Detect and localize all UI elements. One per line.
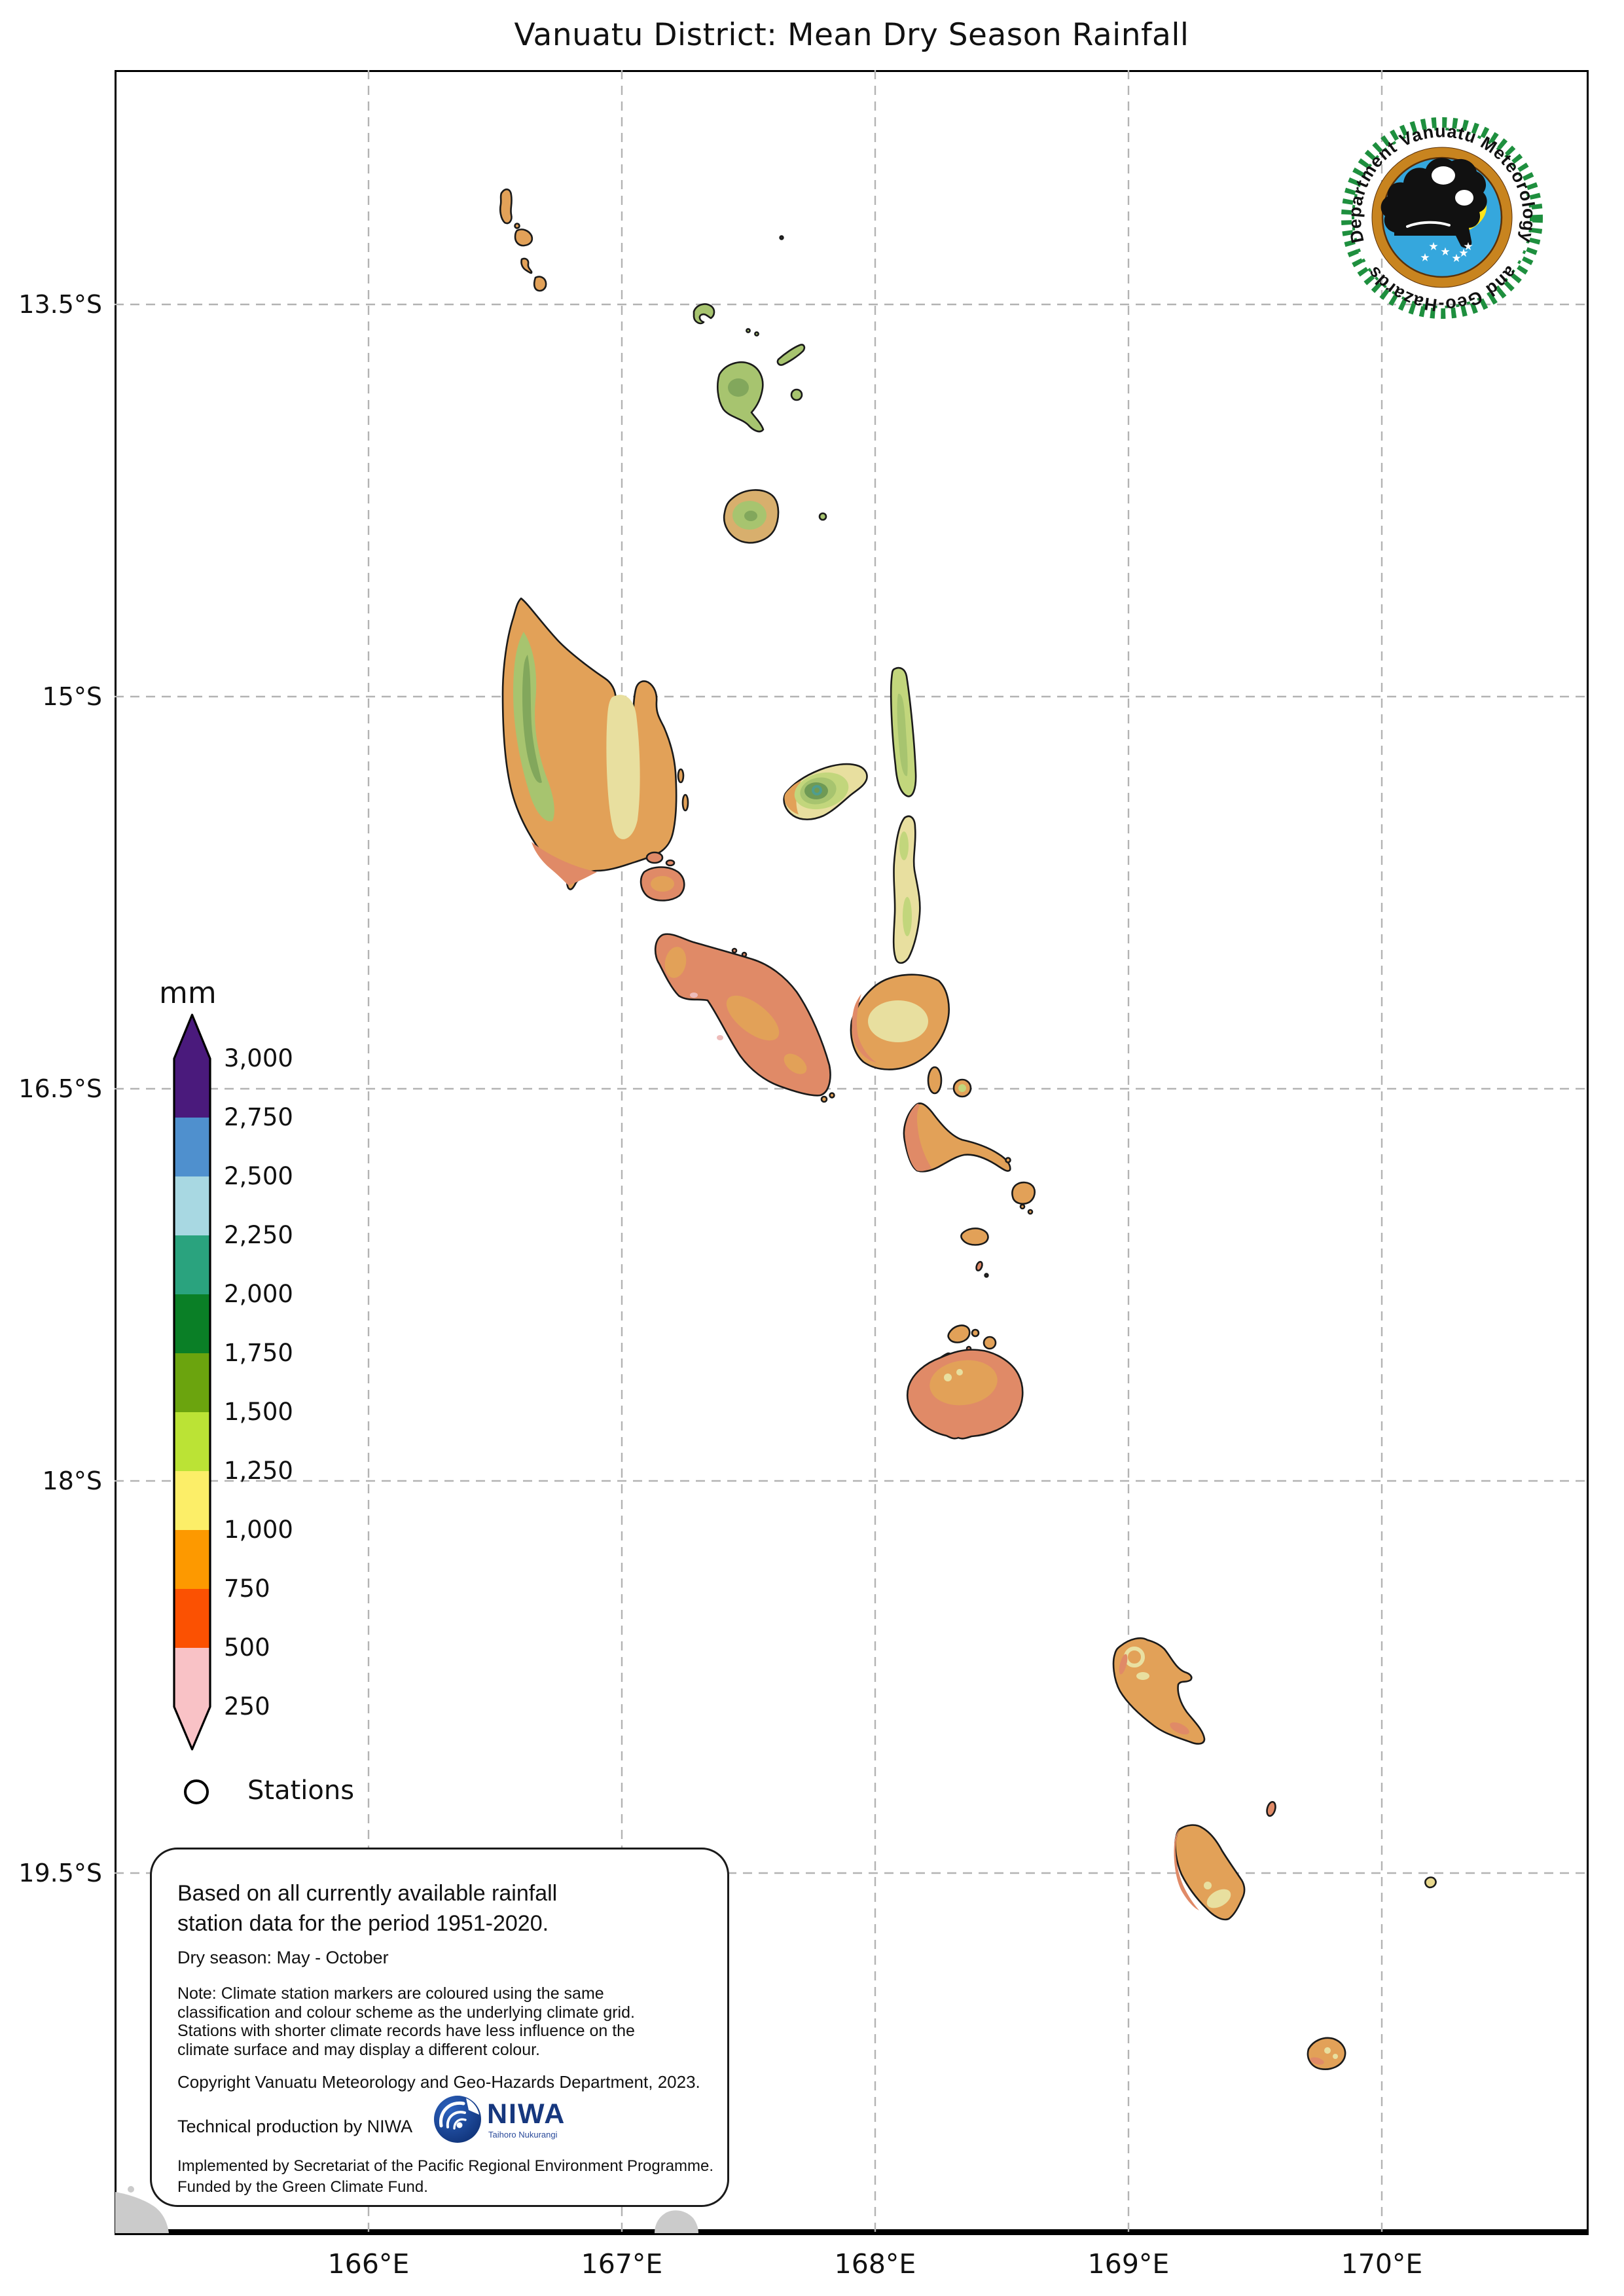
legend-label-3000: 3,000: [224, 1044, 293, 1072]
island-rowa-1: [746, 328, 751, 333]
islet-buninga: [1027, 1209, 1034, 1215]
legend-label-500: 500: [224, 1633, 270, 1662]
lat-tick-16.5s: 16.5°S: [18, 1074, 102, 1103]
island-emae: [960, 1227, 989, 1246]
legend-label-750: 750: [224, 1575, 270, 1603]
legend-label-250: 250: [224, 1692, 270, 1721]
island-loh: [533, 276, 547, 292]
islet-tongariki: [1019, 1203, 1026, 1210]
island-vanua-lava: [717, 361, 765, 433]
island-ureparapara: [693, 303, 715, 325]
department-logo: ★★ ★ ★★★ Department Vanuatu Meteorology a…: [1341, 117, 1543, 319]
legend-label-2750: 2,750: [224, 1103, 293, 1131]
islet-sakao: [677, 768, 685, 784]
islet-laika: [1005, 1157, 1011, 1163]
svg-text:★: ★: [1420, 251, 1430, 264]
island-paama: [927, 1066, 943, 1095]
island-aneityum: [1307, 2037, 1346, 2070]
legend-label-1750: 1,750: [224, 1339, 293, 1367]
svg-text:★: ★: [1463, 240, 1473, 253]
svg-text:★: ★: [1428, 240, 1438, 253]
map-svg: [115, 70, 1589, 2235]
island-epi: [903, 1102, 1011, 1173]
lat-tick-18s: 18°S: [42, 1467, 102, 1495]
islet-tutuba: [665, 859, 676, 867]
islet-mataso: [975, 1260, 983, 1272]
islet-aore: [645, 851, 664, 864]
legend-label-2250: 2,250: [224, 1221, 293, 1249]
legend-label-1500: 1,500: [224, 1398, 293, 1426]
graticule: [115, 70, 1589, 2235]
infobox-summary-line1: Based on all currently available rainfal…: [177, 1881, 558, 1906]
infobox-copyright: Copyright Vanuatu Meteorology and Geo-Ha…: [177, 2072, 700, 2092]
islet-east-santo: [681, 793, 689, 812]
laurel-wreath-icon: [1341, 117, 1543, 319]
page-title: Vanuatu District: Mean Dry Season Rainfa…: [514, 17, 1189, 53]
logo-ring-inner: [1381, 156, 1503, 278]
legend-title: mm: [159, 975, 217, 1010]
island-mota: [790, 388, 803, 401]
island-tongoa: [1011, 1181, 1036, 1205]
island-mota-lava: [776, 344, 806, 366]
legend-label-1250: 1,250: [224, 1457, 293, 1485]
lon-tick-166e: 166°E: [327, 2248, 410, 2280]
islet-monument: [984, 1273, 989, 1278]
islet-nguna: [947, 1324, 971, 1343]
stars-icon: ★★ ★ ★★★: [1420, 240, 1473, 265]
svg-text:★: ★: [1458, 247, 1468, 260]
lon-tick-167e: 167°E: [581, 2248, 663, 2280]
out-of-area-land: [115, 2186, 698, 2233]
stations-label: Stations: [247, 1776, 355, 1806]
lon-tick-169e: 169°E: [1087, 2248, 1170, 2280]
island-shading: [513, 378, 1338, 2065]
niwa-wordmark: NIWA: [487, 2098, 566, 2130]
niwa-subtitle: Taihoro Nukurangi: [488, 2130, 558, 2140]
island-hiu: [499, 189, 513, 225]
infobox: Based on all currently available rainfal…: [150, 1848, 729, 2207]
lon-tick-168e: 168°E: [834, 2248, 916, 2280]
island-mere-lava: [818, 512, 827, 521]
islet-maskelyne-1: [820, 1095, 828, 1103]
infobox-summary: Based on all currently available rainfal…: [177, 1878, 708, 1939]
islet-norsup: [741, 951, 748, 958]
svg-text:★: ★: [1440, 246, 1450, 259]
legend-label-2500: 2,500: [224, 1162, 293, 1190]
island-tegua: [514, 228, 533, 247]
islet-pele: [971, 1328, 980, 1338]
islet-emao: [983, 1336, 997, 1350]
niwa-logo-icon: [434, 2096, 481, 2143]
lon-tick-170e: 170°E: [1341, 2248, 1423, 2280]
legend-label-1000: 1,000: [224, 1516, 293, 1544]
cloud-icon: [1380, 158, 1487, 248]
lat-tick-15s: 15°S: [42, 682, 102, 711]
stations-marker-icon: [184, 1779, 209, 1804]
infobox-summary-line2: station data for the period 1951-2020.: [177, 1911, 549, 1937]
islet-uripiv: [731, 947, 738, 954]
legend-label-2000: 2,000: [224, 1280, 293, 1308]
infobox-note: Note: Climate station markers are colour…: [177, 1984, 635, 2059]
infobox-technical: Technical production by NIWA: [177, 2117, 413, 2136]
islands: [499, 189, 1437, 2070]
infobox-implemented: Implemented by Secretariat of the Pacifi…: [177, 2157, 714, 2196]
island-futuna: [1424, 1876, 1437, 1889]
island-metoma: [514, 223, 520, 229]
island-toga: [520, 257, 533, 274]
island-rowa-2: [754, 331, 759, 337]
island-vet-tagde: [779, 235, 784, 240]
islet-maskelyne-2: [829, 1092, 835, 1099]
lat-tick-13.5s: 13.5°S: [18, 290, 102, 319]
svg-text:★: ★: [1451, 252, 1461, 265]
island-aniwa: [1266, 1800, 1276, 1817]
lat-tick-19.5s: 19.5°S: [18, 1859, 102, 1887]
infobox-dry-season: Dry season: May - October: [177, 1948, 389, 1967]
